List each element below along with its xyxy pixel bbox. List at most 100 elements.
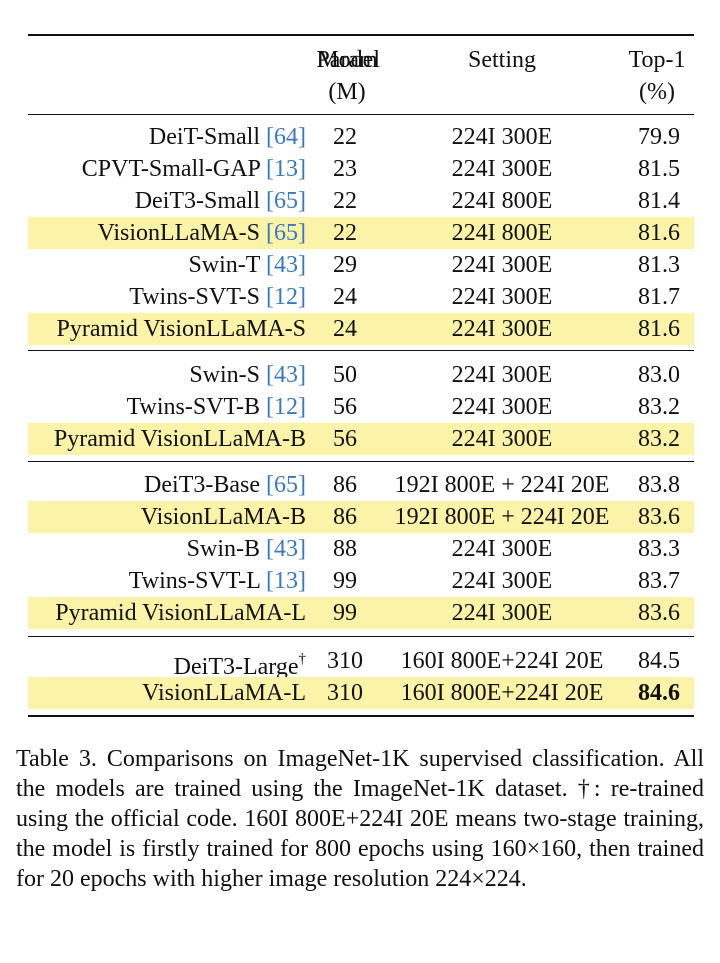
top1-cell: 83.6 [638,600,680,626]
header-setting: Setting [467,47,536,73]
top1-cell: 81.5 [638,156,680,182]
model-name: DeiT3-Large [173,654,299,680]
model-cell: DeiT3-Base [65] [144,469,306,501]
model-cell: Twins-SVT-L [13] [129,565,306,597]
table-row: Pyramid VisionLLaMA-B 56 224I 300E 83.2 [28,423,694,455]
param-cell: 99 [333,600,357,626]
model-cell: Swin-B [43] [187,533,306,565]
model-cell: DeiT3-Large† [174,645,306,683]
header-model: Model [317,47,380,73]
model-name: DeiT-Small [148,124,267,150]
model-name: Twins-SVT-L [128,568,267,594]
citation-link[interactable]: [12] [266,284,306,310]
model-cell: Pyramid VisionLLaMA-B [54,423,306,455]
param-cell: 22 [333,188,357,214]
param-cell: 88 [333,536,357,562]
table-row: Twins-SVT-S [12] 24 224I 300E 81.7 [28,281,694,313]
setting-cell: 224I 300E [451,124,553,150]
param-cell: 23 [333,156,357,182]
table-top-rule [28,34,694,36]
top1-cell: 79.9 [638,124,680,150]
table-row: DeiT3-Small [65] 22 224I 800E 81.4 [28,185,694,217]
citation-link[interactable]: [43] [266,536,306,562]
model-cell: Pyramid VisionLLaMA-S [57,313,306,345]
top1-cell: 83.2 [638,426,680,452]
setting-cell: 224I 300E [451,156,553,182]
citation-link[interactable]: [12] [266,394,306,420]
citation-link[interactable]: [13] [266,156,306,182]
top1-cell: 83.3 [638,536,680,562]
model-name: VisionLLaMA-L [142,680,306,706]
model-name: VisionLLaMA-S [97,220,267,246]
table-row: CPVT-Small-GAP [13] 23 224I 300E 81.5 [28,153,694,185]
top1-cell: 84.6 [638,680,680,706]
param-cell: 310 [327,648,363,674]
dagger-mark: † [298,651,307,667]
model-cell: Pyramid VisionLLaMA-L [55,597,306,629]
setting-cell: 224I 300E [451,362,553,388]
top1-cell: 83.8 [638,472,680,498]
table-row: Swin-T [43] 29 224I 300E 81.3 [28,249,694,281]
top1-cell: 84.5 [638,648,680,674]
model-name: CPVT-Small-GAP [81,156,267,182]
setting-cell: 224I 300E [451,568,553,594]
citation-link[interactable]: [65] [266,472,306,498]
param-cell: 22 [333,124,357,150]
table-row: VisionLLaMA-S [65] 22 224I 800E 81.6 [28,217,694,249]
param-cell: 86 [333,472,357,498]
setting-cell: 224I 300E [451,600,553,626]
model-cell: CPVT-Small-GAP [13] [82,153,306,185]
top1-cell: 83.0 [638,362,680,388]
group-separator-3 [28,636,694,637]
param-cell: 29 [333,252,357,278]
table-row: DeiT3-Base [65] 86 192I 800E + 224I 20E 83.… [28,469,694,501]
model-name: Swin-B [186,536,267,562]
group-separator-2 [28,461,694,462]
setting-cell: 192I 800E + 224I 20E [394,504,610,530]
top1-cell: 81.6 [638,220,680,246]
setting-cell: 160I 800E+224I 20E [400,648,604,674]
param-cell: 22 [333,220,357,246]
citation-link[interactable]: [65] [266,220,306,246]
table-row: Pyramid VisionLLaMA-L 99 224I 300E 83.6 [28,597,694,629]
setting-cell: 224I 300E [451,426,553,452]
model-name: Twins-SVT-B [126,394,267,420]
citation-link[interactable]: [43] [266,362,306,388]
table-row: VisionLLaMA-L 310 160I 800E+224I 20E 84.6 [28,677,694,709]
model-name: DeiT3-Base [144,472,267,498]
model-cell: VisionLLaMA-S [65] [97,217,306,249]
setting-cell: 224I 300E [451,536,553,562]
model-name: Swin-T [188,252,267,278]
setting-cell: 224I 800E [451,220,553,246]
param-cell: 99 [333,568,357,594]
table-row: DeiT3-Large† 310 160I 800E+224I 20E 84.5 [28,645,694,680]
table-row: Pyramid VisionLLaMA-S 24 224I 300E 81.6 [28,313,694,345]
param-cell: 86 [333,504,357,530]
model-name: Pyramid VisionLLaMA-L [55,600,306,626]
setting-cell: 192I 800E + 224I 20E [394,472,610,498]
citation-link[interactable]: [13] [266,568,306,594]
top1-cell: 81.7 [638,284,680,310]
table-row: Swin-B [43] 88 224I 300E 83.3 [28,533,694,565]
model-cell: Twins-SVT-S [12] [129,281,306,313]
top1-cell: 81.6 [638,316,680,342]
setting-cell: 224I 800E [451,188,553,214]
model-cell: VisionLLaMA-L [142,677,306,709]
citation-link[interactable]: [64] [266,124,306,150]
model-cell: DeiT-Small [64] [149,121,306,153]
param-cell: 50 [333,362,357,388]
model-name: Pyramid VisionLLaMA-B [53,426,306,452]
table-row: VisionLLaMA-B 86 192I 800E + 224I 20E 83.6 [28,501,694,533]
citation-link[interactable]: [65] [266,188,306,214]
setting-cell: 224I 300E [451,252,553,278]
model-cell: DeiT3-Small [65] [135,185,306,217]
top1-cell: 83.6 [638,504,680,530]
model-name: DeiT3-Small [134,188,267,214]
model-cell: Swin-T [43] [188,249,306,281]
table-row: Twins-SVT-B [12] 56 224I 300E 83.2 [28,391,694,423]
citation-link[interactable]: [43] [266,252,306,278]
table-row: Twins-SVT-L [13] 99 224I 300E 83.7 [28,565,694,597]
setting-cell: 224I 300E [451,316,553,342]
model-cell: Swin-S [43] [189,359,306,391]
table-caption: Table 3. Comparisons on ImageNet-1K supe… [16,746,704,892]
